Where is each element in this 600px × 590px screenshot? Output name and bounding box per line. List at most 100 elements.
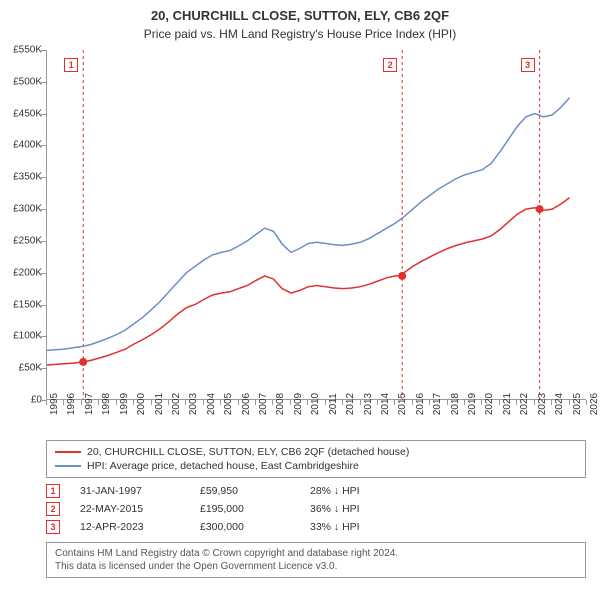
series-line-property <box>47 198 570 365</box>
x-tick <box>586 400 587 405</box>
event-price: £300,000 <box>200 521 290 533</box>
x-tick-label: 2021 <box>502 393 513 415</box>
x-tick-label: 2026 <box>589 393 600 415</box>
x-tick <box>481 400 482 405</box>
event-price: £59,950 <box>200 485 290 497</box>
x-tick-label: 2024 <box>554 393 565 415</box>
series-marker <box>79 358 87 366</box>
y-tick <box>41 209 46 210</box>
x-tick <box>394 400 395 405</box>
y-tick-label: £400K <box>2 140 42 151</box>
footer-line-1: Contains HM Land Registry data © Crown c… <box>55 547 577 560</box>
y-tick-label: £100K <box>2 331 42 342</box>
y-tick-label: £50K <box>2 363 42 374</box>
chart-subtitle: Price paid vs. HM Land Registry's House … <box>0 23 600 47</box>
x-tick-label: 2023 <box>537 393 548 415</box>
y-tick <box>41 177 46 178</box>
x-tick-label: 2009 <box>293 393 304 415</box>
y-tick-label: £150K <box>2 299 42 310</box>
legend-item: 20, CHURCHILL CLOSE, SUTTON, ELY, CB6 2Q… <box>55 445 577 459</box>
event-date: 31-JAN-1997 <box>80 485 180 497</box>
y-tick-label: £350K <box>2 172 42 183</box>
chart-title: 20, CHURCHILL CLOSE, SUTTON, ELY, CB6 2Q… <box>0 0 600 23</box>
y-tick-label: £500K <box>2 76 42 87</box>
x-tick <box>151 400 152 405</box>
x-tick <box>307 400 308 405</box>
y-tick <box>41 336 46 337</box>
x-tick-label: 2018 <box>450 393 461 415</box>
event-date: 22-MAY-2015 <box>80 503 180 515</box>
y-tick <box>41 368 46 369</box>
event-row: 222-MAY-2015£195,00036% ↓ HPI <box>46 500 586 518</box>
event-marker-box: 1 <box>64 58 78 72</box>
x-tick-label: 2010 <box>310 393 321 415</box>
y-tick <box>41 114 46 115</box>
x-tick-label: 2015 <box>397 393 408 415</box>
x-tick <box>429 400 430 405</box>
x-tick <box>447 400 448 405</box>
event-delta: 28% ↓ HPI <box>310 485 410 497</box>
x-tick <box>116 400 117 405</box>
x-tick-label: 2000 <box>136 393 147 415</box>
event-delta: 36% ↓ HPI <box>310 503 410 515</box>
x-tick-label: 2025 <box>572 393 583 415</box>
legend-label: 20, CHURCHILL CLOSE, SUTTON, ELY, CB6 2Q… <box>87 446 409 458</box>
x-tick <box>377 400 378 405</box>
y-tick <box>41 50 46 51</box>
x-tick-label: 2001 <box>154 393 165 415</box>
x-tick <box>203 400 204 405</box>
series-marker <box>536 205 544 213</box>
x-tick <box>185 400 186 405</box>
x-tick-label: 2014 <box>380 393 391 415</box>
x-tick <box>272 400 273 405</box>
series-line-hpi <box>47 98 570 351</box>
x-tick <box>569 400 570 405</box>
legend-label: HPI: Average price, detached house, East… <box>87 460 359 472</box>
x-tick-label: 1995 <box>49 393 60 415</box>
x-tick-label: 2020 <box>484 393 495 415</box>
x-tick-label: 2013 <box>363 393 374 415</box>
y-tick <box>41 145 46 146</box>
event-row-marker: 1 <box>46 484 60 498</box>
x-tick-label: 2016 <box>415 393 426 415</box>
attribution-footer: Contains HM Land Registry data © Crown c… <box>46 542 586 578</box>
legend-swatch <box>55 465 81 467</box>
x-tick-label: 2017 <box>432 393 443 415</box>
events-table: 1 31-JAN-1997 £59,950 28% ↓ HPI 2 22-MAY-2015… <box>46 482 586 536</box>
x-tick <box>534 400 535 405</box>
event-row-marker: 3 <box>46 520 60 534</box>
x-tick-label: 2005 <box>223 393 234 415</box>
x-tick-label: 2004 <box>206 393 217 415</box>
plot-area <box>46 50 586 400</box>
x-tick <box>46 400 47 405</box>
x-tick-label: 2003 <box>188 393 199 415</box>
x-tick <box>464 400 465 405</box>
x-tick <box>133 400 134 405</box>
legend-swatch <box>55 451 81 453</box>
footer-line-2: This data is licensed under the Open Gov… <box>55 560 577 573</box>
x-tick-label: 1996 <box>66 393 77 415</box>
legend-item: HPI: Average price, detached house, East… <box>55 459 577 473</box>
x-tick <box>342 400 343 405</box>
y-tick-label: £200K <box>2 267 42 278</box>
x-tick <box>63 400 64 405</box>
event-row: 312-APR-2023£300,00033% ↓ HPI <box>46 518 586 536</box>
legend: 20, CHURCHILL CLOSE, SUTTON, ELY, CB6 2Q… <box>46 440 586 478</box>
x-tick-label: 1998 <box>101 393 112 415</box>
x-tick-label: 2011 <box>328 393 339 415</box>
x-tick-label: 2008 <box>275 393 286 415</box>
x-tick <box>516 400 517 405</box>
y-tick-label: £550K <box>2 45 42 56</box>
y-tick-label: £450K <box>2 108 42 119</box>
plot-svg <box>47 50 587 400</box>
series-marker <box>398 272 406 280</box>
x-tick <box>551 400 552 405</box>
x-tick <box>325 400 326 405</box>
x-tick <box>81 400 82 405</box>
x-tick <box>238 400 239 405</box>
y-tick-label: £250K <box>2 235 42 246</box>
event-marker-box: 3 <box>521 58 535 72</box>
event-row-marker: 2 <box>46 502 60 516</box>
x-tick-label: 2022 <box>519 393 530 415</box>
event-date: 12-APR-2023 <box>80 521 180 533</box>
